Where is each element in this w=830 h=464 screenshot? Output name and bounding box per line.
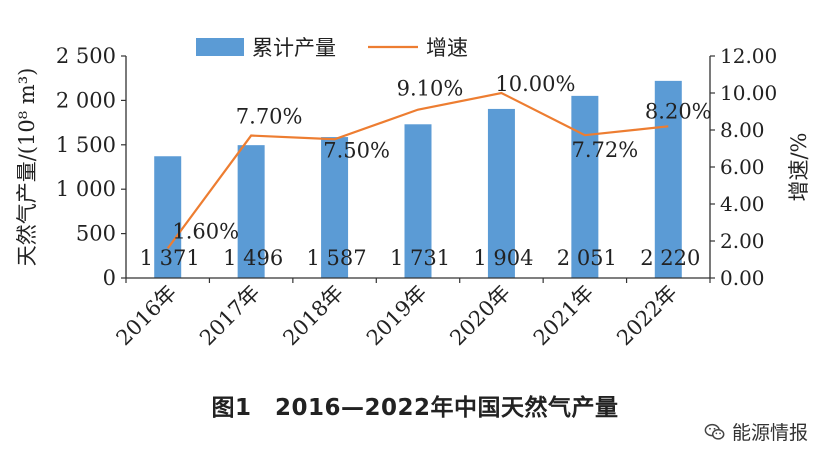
bar-2019年 [404,124,432,278]
y-right-tick-label: 4.00 [720,192,765,216]
bar-value-label: 2 051 [557,246,617,270]
bar-2022年 [654,80,682,278]
bar-2017年 [237,145,265,278]
wechat-icon [704,423,725,440]
line-value-label: 7.72% [571,138,638,162]
x-tick-label: 2016年 [112,281,182,351]
chart: 0 500 1 000 1 500 2 000 2 500 0.00 2.00 4.00 6.00… [15,36,811,351]
y-left-tick-label: 500 [76,222,116,246]
figure-caption: 图1 2016—2022年中国天然气产量 [211,395,619,421]
x-tick-label: 2018年 [278,281,348,351]
x-tick-label: 2022年 [612,281,682,351]
bar-2016年 [154,156,182,278]
y-left-tick-label: 2 500 [56,44,116,68]
line-value-label: 9.10% [397,77,464,101]
x-tick-label: 2020年 [445,281,515,351]
line-value-label: 1.60% [172,219,239,243]
y-left-tick-label: 0 [103,266,116,290]
x-tick-label: 2021年 [529,281,599,351]
bar-2020年 [487,108,515,278]
watermark: 能源情报 [704,418,808,445]
bar-value-label: 1 496 [223,246,283,270]
y-left-tick-label: 2 000 [56,88,116,112]
x-tick-label: 2017年 [195,281,265,351]
line-growth-rate [166,91,669,250]
bar-value-label: 1 371 [140,246,200,270]
y-right-tick-label: 0.00 [720,266,765,290]
bar-value-label: 1 904 [473,246,533,270]
bar-value-label: 1 731 [390,246,450,270]
line-value-label: 8.20% [645,99,712,123]
y-left-axis-title: 天然气产量/(10⁸ m³) [15,68,39,267]
y-right-tick-label: 10.00 [720,81,777,105]
y-right-axis-title: 增速/% [787,132,811,201]
bar-value-label: 1 587 [307,246,367,270]
line-value-label: 7.70% [236,105,303,129]
bar-2018年 [321,137,349,278]
y-left-tick-label: 1 000 [56,177,116,201]
y-right-tick-label: 2.00 [720,229,765,253]
legend-label-bar: 累计产量 [252,36,336,60]
watermark-text: 能源情报 [731,422,808,444]
y-left-tick-label: 1 500 [56,133,116,157]
x-tick-label: 2019年 [362,281,432,351]
y-right-tick-label: 8.00 [720,118,765,142]
bar-2021年 [571,95,599,278]
line-value-label: 10.00% [495,72,575,96]
y-right-tick-label: 12.00 [720,44,777,68]
y-right-tick-label: 6.00 [720,155,765,179]
legend-swatch-bar [196,38,244,56]
legend-label-line: 增速 [426,36,468,60]
line-value-label: 7.50% [323,138,390,162]
bar-value-label: 2 220 [640,246,700,270]
